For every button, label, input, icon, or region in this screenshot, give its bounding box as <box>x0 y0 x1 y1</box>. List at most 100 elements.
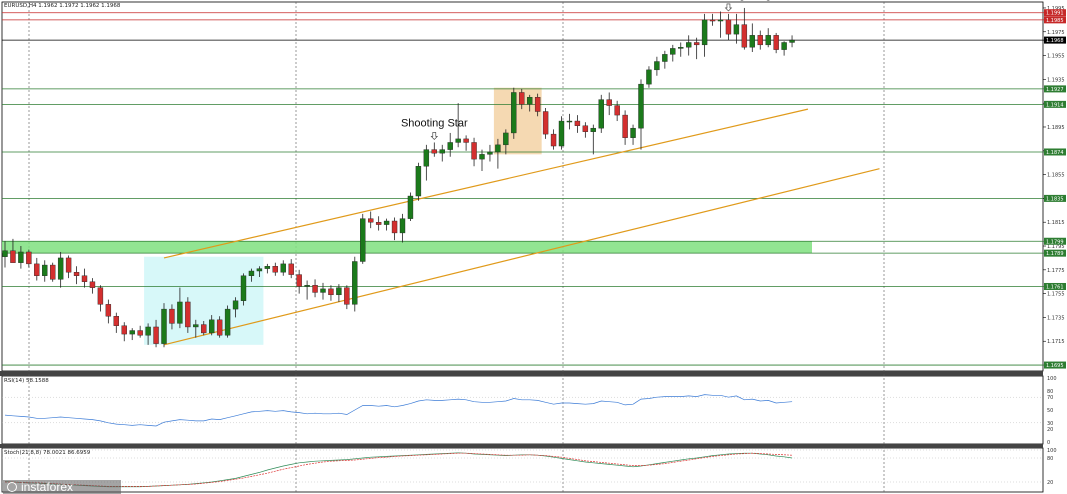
candle-body <box>18 251 24 263</box>
main-header: EURUSD,H4 1.1962 1.1972 1.1962 1.1968 <box>4 3 121 9</box>
watermark-logo-icon <box>7 482 17 492</box>
rsi-tick-label: 100 <box>1047 376 1057 382</box>
level-price-badge <box>1044 36 1066 44</box>
candle-body <box>415 166 422 197</box>
candle-body <box>336 287 342 296</box>
candle-body <box>463 138 469 143</box>
level-price-label: 1.1985 <box>1046 18 1064 24</box>
candle-body <box>423 149 430 167</box>
candle-body <box>399 218 406 234</box>
pattern-label: Shooting Star <box>401 117 468 129</box>
candle-body <box>320 288 326 293</box>
candle-body <box>622 114 628 138</box>
candle-body <box>662 54 668 62</box>
rsi-tick-label: 30 <box>1047 421 1053 427</box>
rsi-line <box>4 394 793 427</box>
candle-body <box>193 324 199 328</box>
candle-body <box>503 132 509 146</box>
candle-body <box>630 127 636 138</box>
level-price-label: 1.1761 <box>1046 284 1064 290</box>
candle-body <box>455 138 461 143</box>
candle-body <box>574 120 581 126</box>
candle-body <box>717 19 724 22</box>
candle-body <box>2 250 8 257</box>
rsi-tick-label: 20 <box>1047 427 1053 433</box>
rsi-tick-label: 70 <box>1047 395 1053 401</box>
candle-body <box>97 287 104 305</box>
stoch-tick-label: 100 <box>1047 448 1057 454</box>
candle-body <box>670 48 676 55</box>
candle-body <box>185 301 191 328</box>
level-price-label: 1.1927 <box>1046 87 1064 93</box>
candle-body <box>169 308 175 324</box>
candle-body <box>558 120 565 147</box>
watermark-badge: instaforex <box>3 480 121 494</box>
candle-body <box>73 272 80 276</box>
candle-body <box>50 264 56 280</box>
price-tick-label: 1.1775 <box>1047 268 1065 274</box>
rsi-tick-label: 80 <box>1047 389 1053 395</box>
candle-body <box>224 308 231 336</box>
candle-body <box>439 149 445 154</box>
candle-body <box>550 133 557 147</box>
candle-body <box>773 35 779 50</box>
candle-body <box>606 99 612 106</box>
candle-body <box>638 83 644 129</box>
candle-body <box>145 326 151 336</box>
level-price-badge <box>1044 282 1066 290</box>
candle-body <box>519 92 525 105</box>
candle-body <box>296 274 302 287</box>
candle-body <box>177 301 183 324</box>
candle-body <box>725 19 732 35</box>
level-price-label: 1.1914 <box>1046 102 1064 108</box>
candle-body <box>264 266 271 269</box>
candle-body <box>582 125 589 132</box>
level-price-badge <box>1044 100 1066 108</box>
candle-body <box>121 325 127 335</box>
candle-body <box>153 326 159 344</box>
candle-body <box>471 142 477 160</box>
candle-body <box>360 218 366 262</box>
stochastic-panel: 100 80 20 <box>2 448 1057 488</box>
candle-body <box>129 330 135 335</box>
rsi-header: RSI(14) 58.1588 <box>4 378 49 384</box>
candle-body <box>201 324 207 334</box>
candle-body <box>89 281 96 288</box>
candle-body <box>590 127 596 132</box>
candle-body <box>34 263 40 276</box>
candle-body <box>646 69 652 85</box>
candle-body <box>534 97 541 112</box>
candle-body <box>511 92 517 134</box>
panel-separator <box>0 371 1043 376</box>
upper-trendline <box>163 108 809 259</box>
candle-body <box>598 99 604 129</box>
rsi-tick-label: 0 <box>1047 440 1050 446</box>
panel-separator <box>0 444 1043 448</box>
candle-body <box>741 24 748 48</box>
level-price-label: 1.1874 <box>1046 150 1064 156</box>
candle-body <box>232 300 239 310</box>
candle-body <box>781 42 787 50</box>
candle-body <box>288 263 294 275</box>
candle-body <box>383 220 390 225</box>
down-arrow-icon <box>430 132 439 140</box>
price-tick-label: 1.1995 <box>1047 6 1065 12</box>
down-arrow-icon <box>724 3 733 12</box>
level-price-label: 1.1789 <box>1046 251 1064 257</box>
candle-body <box>495 144 501 153</box>
level-price-label: 1.1799 <box>1046 239 1064 245</box>
candle-body <box>304 285 310 287</box>
candle-body <box>447 142 453 150</box>
level-price-badge <box>1044 148 1066 156</box>
level-price-label: 1.1835 <box>1046 196 1064 202</box>
stoch-tick-label: 80 <box>1047 456 1053 462</box>
price-tick-label: 1.1935 <box>1047 77 1065 83</box>
price-tick-label: 1.1955 <box>1047 54 1065 60</box>
watermark-text: instaforex <box>21 480 74 494</box>
candle-body <box>26 251 32 265</box>
level-price-label: 1.1968 <box>1046 38 1064 44</box>
candle-body <box>733 24 740 35</box>
candle-body <box>208 319 215 334</box>
